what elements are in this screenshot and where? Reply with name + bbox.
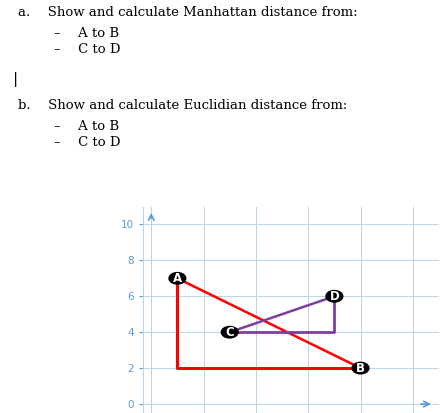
Text: –  A to B: – A to B <box>54 120 119 133</box>
Text: –  A to B: – A to B <box>54 27 119 40</box>
Text: B: B <box>356 362 365 375</box>
Circle shape <box>221 326 238 338</box>
Circle shape <box>352 362 369 374</box>
Text: D: D <box>329 290 339 303</box>
Text: b.  Show and calculate Euclidian distance from:: b. Show and calculate Euclidian distance… <box>18 99 347 112</box>
Text: a.  Show and calculate Manhattan distance from:: a. Show and calculate Manhattan distance… <box>18 6 358 19</box>
Circle shape <box>326 290 343 302</box>
Text: |: | <box>13 72 19 87</box>
Text: –  C to D: – C to D <box>54 136 120 149</box>
Text: A: A <box>173 272 182 285</box>
Text: –  C to D: – C to D <box>54 43 120 56</box>
Text: C: C <box>225 326 234 339</box>
Circle shape <box>169 273 186 284</box>
